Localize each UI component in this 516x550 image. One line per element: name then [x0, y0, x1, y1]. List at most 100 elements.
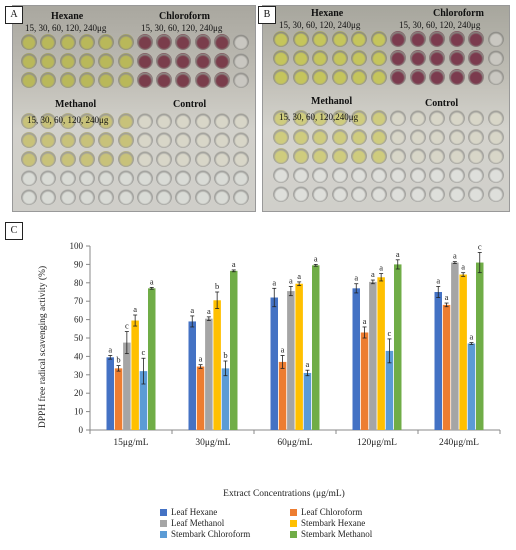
legend-label: Leaf Hexane [171, 507, 217, 517]
bar [369, 281, 377, 430]
plate-well [117, 113, 134, 129]
plate-well [487, 148, 504, 164]
plate-well [273, 167, 289, 183]
plate-well [98, 132, 115, 148]
plate-well [194, 34, 211, 50]
plate-well [59, 34, 76, 50]
y-tick-label: 40 [74, 351, 84, 361]
plate-well [351, 167, 367, 183]
significance-letter: a [108, 344, 112, 354]
plate-well [40, 170, 57, 186]
plate-well [175, 72, 192, 88]
plate-well [351, 31, 367, 47]
plate-well [78, 53, 95, 69]
plate-well [98, 151, 115, 167]
plate-well [390, 31, 406, 47]
significance-letter: c [388, 328, 392, 338]
plate-well [21, 34, 37, 50]
plate-well [156, 72, 173, 88]
plate-well [409, 167, 426, 183]
plate-well [21, 132, 37, 148]
plate-well [78, 34, 95, 50]
bar [451, 262, 459, 430]
plate-well [487, 31, 504, 47]
plate-well [331, 31, 348, 47]
plate-well [429, 50, 445, 66]
plate-well [175, 189, 192, 205]
bar [148, 288, 156, 430]
significance-letter: b [223, 350, 227, 360]
plate-well [487, 110, 504, 126]
significance-letter: a [150, 276, 154, 286]
plate-well [194, 151, 211, 167]
plate-well [448, 129, 465, 145]
plate-well [40, 34, 57, 50]
plate-well [214, 189, 230, 205]
bar [287, 291, 295, 430]
bar [434, 292, 442, 430]
panel-b-conc-top-right: 15, 30, 60, 120, 240μg [399, 20, 481, 30]
bar [139, 371, 148, 430]
significance-letter: a [297, 271, 301, 281]
plate-well [59, 170, 76, 186]
plate-well [390, 129, 406, 145]
plate-well [331, 167, 348, 183]
plate-well [409, 110, 426, 126]
plate-well [21, 53, 37, 69]
bar [230, 270, 238, 430]
y-tick-label: 20 [74, 388, 84, 398]
plate-well [331, 148, 348, 164]
plate-well [273, 31, 289, 47]
plate-well [59, 189, 76, 205]
bar [131, 320, 139, 430]
bar [278, 361, 287, 430]
panel-b-conc-bottom: 15, 30, 60, 120,240μg [279, 112, 359, 122]
plate-well [156, 113, 173, 129]
plate-well [409, 186, 426, 202]
plate-well [273, 148, 289, 164]
plate-well [312, 69, 328, 85]
plate-well [21, 151, 37, 167]
plate-well [468, 186, 484, 202]
plate-well [117, 132, 134, 148]
plate-well [233, 151, 250, 167]
plate-well [273, 50, 289, 66]
y-tick-label: 60 [74, 315, 84, 325]
plate-well [233, 189, 250, 205]
x-tick-label: 120μg/mL [357, 438, 397, 448]
plate-well [351, 69, 367, 85]
plate-well [331, 186, 348, 202]
y-tick-label: 50 [74, 333, 84, 343]
plate-well [429, 69, 445, 85]
plate-well [429, 129, 445, 145]
panel-b-letter: B [258, 6, 276, 24]
panel-a-chloroform-label: Chloroform [159, 11, 210, 22]
plate-well [468, 167, 484, 183]
plate-well [292, 129, 309, 145]
legend-swatch [160, 520, 167, 527]
plate-well [312, 167, 328, 183]
plate-well [448, 69, 465, 85]
bar [352, 288, 360, 430]
y-tick-label: 10 [74, 407, 84, 417]
plate-well [175, 151, 192, 167]
plate-well [448, 186, 465, 202]
plate-well [136, 151, 153, 167]
plate-well [429, 31, 445, 47]
panel-a-methanol-label: Methanol [55, 99, 97, 110]
plate-well [312, 186, 328, 202]
plate-well [370, 129, 387, 145]
panel-a-conc-bottom: 15, 30, 60, 120, 240μg [27, 115, 109, 125]
plate-well [117, 53, 134, 69]
plate-well [468, 148, 484, 164]
plate-well [214, 113, 230, 129]
plate-well [331, 69, 348, 85]
panel-b-hexane-label: Hexane [311, 8, 344, 19]
plate-well [448, 31, 465, 47]
plate-well [233, 34, 250, 50]
plate-well [370, 69, 387, 85]
plate-well [351, 186, 367, 202]
significance-letter: a [289, 275, 293, 285]
plate-well [351, 148, 367, 164]
plate-well [390, 148, 406, 164]
